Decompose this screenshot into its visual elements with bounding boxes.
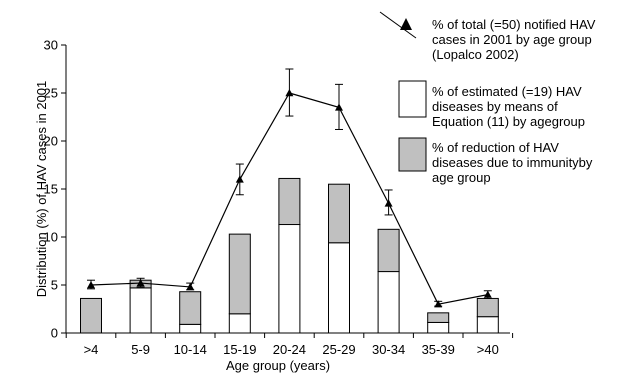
bars-layer: [80, 177, 499, 334]
x-ticks: >4 5-9 10-14 15-19 20-24 25-29 30-34 35-39 >40: [65, 333, 514, 357]
x-tick-label: 30-34: [372, 342, 405, 357]
y-tick-label: 25: [44, 86, 58, 101]
legend-label-line: % of estimated (=19) HAV: [432, 84, 582, 99]
triangle-marker: [235, 175, 244, 183]
bar-reduction: [228, 233, 251, 315]
legend-label: % of reduction of HAV diseases due to imm…: [432, 140, 593, 185]
y-tick-label: 10: [44, 230, 58, 245]
bar-estimated: [179, 323, 202, 334]
legend-line-symbol: [379, 11, 417, 39]
legend-triangle-symbol: [400, 18, 412, 30]
bar-reduction: [80, 297, 102, 334]
triangle-marker: [384, 199, 393, 207]
triangle-marker: [87, 281, 95, 289]
x-tick-label: 25-29: [322, 342, 355, 357]
x-tick-label: 20-24: [273, 342, 306, 357]
legend-label-line: cases in 2001 by age group: [432, 32, 592, 47]
y-tick-label: 20: [44, 134, 58, 149]
x-tick-label: >4: [84, 342, 99, 357]
bar-reduction: [179, 291, 202, 325]
bar-estimated: [278, 224, 301, 334]
bar-estimated: [476, 316, 499, 334]
legend-gray-box: [398, 137, 427, 172]
legend-label: % of estimated (=19) HAV diseases by mean…: [432, 84, 585, 129]
legend-label-line: (Lopalco 2002): [432, 47, 519, 62]
bar-estimated: [328, 242, 350, 334]
y-tick-label: 30: [44, 38, 58, 53]
triangle-marker: [434, 300, 443, 308]
triangle-marker: [335, 103, 343, 111]
notified-cases-markers: [87, 89, 492, 308]
legend-label-line: age group: [432, 170, 491, 185]
bar-reduction: [377, 228, 400, 273]
x-tick-label: 35-39: [422, 342, 455, 357]
bar-estimated: [129, 287, 152, 334]
legend-label: % of total (=50) notified HAV cases in 20…: [432, 17, 596, 62]
legend-white-box: [398, 80, 427, 118]
x-tick-label: 15-19: [223, 342, 256, 357]
legend-label-line: diseases by means of: [432, 99, 558, 114]
legend-label-line: diseases due to immunityby: [432, 155, 593, 170]
bar-reduction: [476, 297, 499, 318]
bar-estimated: [377, 271, 400, 334]
bar-estimated: [228, 313, 251, 334]
triangle-marker: [285, 89, 294, 97]
y-ticks: 0 5 10 15 20 25 30: [44, 38, 66, 341]
x-tick-label: >40: [477, 342, 499, 357]
triangle-marker: [483, 290, 492, 298]
y-tick-label: 0: [51, 326, 58, 341]
x-tick-label: 10-14: [174, 342, 207, 357]
bar-reduction: [427, 312, 450, 323]
bar-reduction: [328, 183, 350, 244]
legend-label-line: % of reduction of HAV: [432, 140, 559, 155]
y-tick-label: 5: [51, 278, 58, 293]
x-axis-title: Age group (years): [226, 358, 330, 373]
triangle-marker: [186, 282, 195, 291]
y-axis-title: Distribution (%) of HAV cases in 2001: [34, 81, 49, 298]
legend-label-line: % of total (=50) notified HAV: [432, 17, 596, 32]
bar-reduction: [278, 177, 301, 226]
y-tick-label: 15: [44, 182, 58, 197]
legend: % of total (=50) notified HAV cases in 20…: [379, 11, 596, 185]
triangle-marker: [136, 279, 145, 287]
x-tick-label: 5-9: [131, 342, 150, 357]
legend-label-line: Equation (11) by agegroup: [432, 114, 585, 129]
bar-estimated: [427, 321, 450, 334]
